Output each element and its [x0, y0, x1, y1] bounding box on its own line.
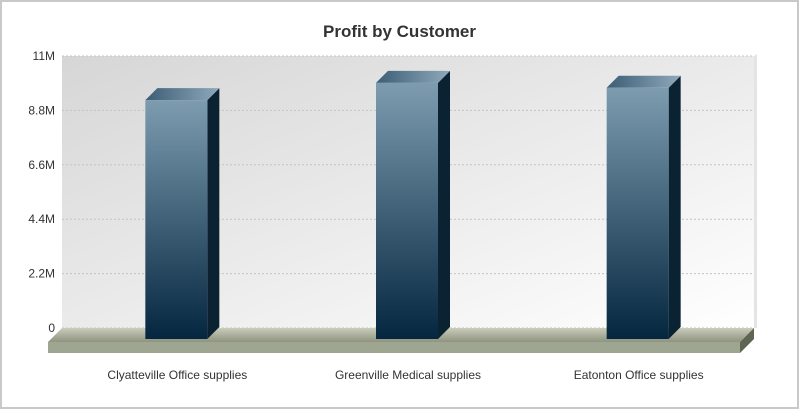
chart-title: Profit by Customer	[322, 22, 477, 41]
floor-side	[740, 328, 754, 353]
y-tick-label: 0	[48, 321, 55, 335]
x-category-label: Greenville Medical supplies	[335, 368, 481, 382]
y-tick-label: 11M	[33, 49, 55, 63]
y-tick-label: 6.6M	[28, 158, 55, 172]
bar-top	[145, 88, 220, 101]
bar	[145, 100, 208, 340]
y-tick-label: 2.2M	[28, 267, 55, 281]
bar-top	[606, 75, 681, 88]
x-category-label: Eatonton Office supplies	[574, 368, 704, 382]
bar	[606, 87, 669, 339]
bar-side	[668, 75, 681, 340]
bar	[376, 82, 438, 339]
y-tick-label: 8.8M	[28, 103, 55, 117]
y-tick-label: 4.4M	[28, 212, 55, 226]
floor-front	[48, 342, 740, 353]
x-category-label: Clyatteville Office supplies	[107, 368, 247, 382]
side-wall	[754, 54, 757, 328]
bar-top	[376, 70, 450, 83]
bar-side	[438, 70, 450, 339]
bar-side	[207, 88, 220, 340]
